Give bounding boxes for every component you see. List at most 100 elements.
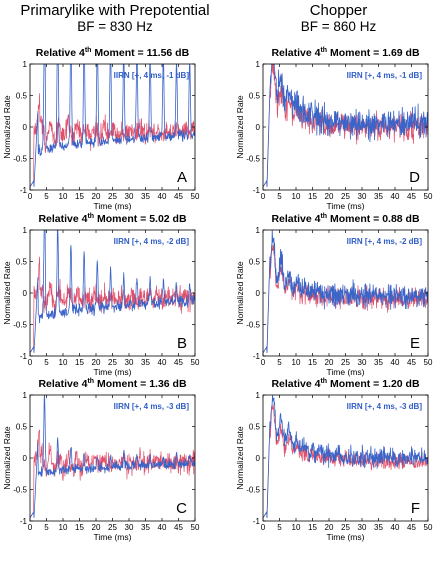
x-tick-label: 40 — [158, 192, 167, 201]
stimulus-label: IIRN [+, 4 ms, -1 dB] — [114, 71, 190, 80]
x-tick-label: 35 — [374, 358, 383, 367]
x-tick-label: 5 — [277, 192, 282, 201]
stimulus-label: IIRN [+, 4 ms, -2 dB] — [114, 237, 190, 246]
x-tick-label: 0 — [261, 358, 266, 367]
y-tick-label: -1 — [253, 352, 261, 361]
x-tick-label: 15 — [308, 523, 317, 532]
x-tick-label: 40 — [391, 523, 400, 532]
panel-D: Relative 4th Moment = 1.69 dB0 5 10 15 20 25 3… — [235, 47, 433, 211]
stimulus-label: IIRN [+, 4 ms, -2 dB] — [347, 237, 423, 246]
series-line-blue — [30, 395, 195, 519]
x-tick-label: 10 — [59, 523, 68, 532]
panel-title: Relative 4th Moment = 1.69 dB — [271, 47, 420, 59]
x-tick-label: 50 — [424, 192, 433, 201]
x-tick-label: 10 — [292, 523, 301, 532]
stimulus-label: IIRN [+, 4 ms, -3 dB] — [347, 402, 423, 411]
panel-letter: E — [410, 335, 420, 352]
x-tick-label: 40 — [158, 358, 167, 367]
x-tick-label: 15 — [75, 358, 84, 367]
y-axis-label: Normalized Rate — [2, 95, 12, 159]
x-tick-label: 25 — [341, 358, 350, 367]
x-tick-label: 20 — [325, 358, 334, 367]
series-line-blue — [30, 64, 195, 188]
y-tick-label: 1 — [256, 226, 261, 235]
x-tick-label: 35 — [374, 192, 383, 201]
x-tick-label: 40 — [391, 358, 400, 367]
x-axis-label: Time (ms) — [327, 532, 365, 542]
y-tick-label: -1 — [253, 517, 261, 526]
y-tick-label: -0.5 — [246, 155, 260, 164]
x-tick-label: 40 — [158, 523, 167, 532]
x-tick-label: 20 — [92, 358, 101, 367]
x-tick-label: 25 — [108, 523, 117, 532]
x-tick-label: 20 — [325, 523, 334, 532]
series-line-blue — [30, 230, 195, 354]
x-tick-label: 50 — [191, 192, 200, 201]
x-tick-label: 10 — [292, 192, 301, 201]
x-tick-label: 15 — [308, 358, 317, 367]
x-tick-label: 5 — [44, 523, 49, 532]
x-tick-label: 50 — [191, 523, 200, 532]
panel-title: Relative 4th Moment = 11.56 dB — [36, 47, 190, 59]
y-tick-label: 0 — [23, 289, 28, 298]
x-tick-label: 0 — [261, 523, 266, 532]
x-tick-label: 30 — [358, 192, 367, 201]
series-line-red — [30, 256, 195, 354]
y-axis-label: Normalized Rate — [235, 261, 245, 325]
x-tick-label: 45 — [174, 192, 183, 201]
panel-F: Relative 4th Moment = 1.20 dB0 5 10 15 20 25 3… — [235, 378, 433, 542]
x-tick-label: 5 — [44, 192, 49, 201]
y-tick-label: -0.5 — [13, 486, 27, 495]
x-tick-label: 40 — [391, 192, 400, 201]
series-line-red — [263, 404, 428, 519]
y-tick-label: -0.5 — [246, 321, 260, 330]
x-tick-label: 20 — [325, 192, 334, 201]
panel-B: Relative 4th Moment = 5.02 dB0 5 10 15 20 25 3… — [2, 213, 200, 377]
panel-title: Relative 4th Moment = 0.88 dB — [271, 213, 420, 225]
column-title-primarylike: Primarylike with Prepotential — [20, 2, 210, 19]
series-line-blue — [263, 64, 428, 188]
column-header-chopper: Chopper BF = 860 Hz — [230, 2, 447, 35]
x-tick-label: 30 — [125, 192, 134, 201]
series-line-blue — [263, 230, 428, 354]
y-tick-label: 0.5 — [16, 92, 28, 101]
axes-frame — [29, 229, 196, 357]
x-tick-label: 35 — [141, 523, 150, 532]
x-tick-label: 15 — [75, 192, 84, 201]
y-tick-label: 1 — [256, 391, 261, 400]
panel-C: Relative 4th Moment = 1.36 dB0 5 10 15 20 25 3… — [2, 378, 200, 542]
y-tick-label: -1 — [20, 517, 28, 526]
x-tick-label: 10 — [292, 358, 301, 367]
y-tick-label: 1 — [256, 60, 261, 69]
stimulus-label: IIRN [+, 4 ms, -3 dB] — [114, 402, 190, 411]
x-tick-label: 45 — [174, 523, 183, 532]
panel-E: Relative 4th Moment = 0.88 dB0 5 10 15 20 25 3… — [235, 213, 433, 377]
x-tick-label: 50 — [424, 523, 433, 532]
x-tick-label: 20 — [92, 192, 101, 201]
x-tick-label: 20 — [92, 523, 101, 532]
x-tick-label: 0 — [28, 192, 33, 201]
panel-title: Relative 4th Moment = 1.20 dB — [271, 378, 420, 390]
y-tick-label: 0 — [256, 454, 261, 463]
x-tick-label: 5 — [44, 358, 49, 367]
column-bf-chopper: BF = 860 Hz — [300, 19, 377, 34]
x-axis-label: Time (ms) — [94, 532, 132, 542]
x-tick-label: 45 — [407, 523, 416, 532]
x-tick-label: 30 — [125, 358, 134, 367]
x-tick-label: 50 — [191, 358, 200, 367]
x-tick-label: 10 — [59, 192, 68, 201]
y-tick-label: -1 — [253, 186, 261, 195]
x-axis-label: Time (ms) — [94, 201, 132, 211]
y-tick-label: -0.5 — [13, 321, 27, 330]
x-axis-label: Time (ms) — [327, 367, 365, 377]
x-tick-label: 45 — [174, 358, 183, 367]
x-tick-label: 45 — [407, 192, 416, 201]
panel-letter: C — [176, 500, 187, 517]
y-tick-label: 0.5 — [249, 423, 261, 432]
x-tick-label: 10 — [59, 358, 68, 367]
panel-letter: B — [177, 335, 187, 352]
y-tick-label: -0.5 — [13, 155, 27, 164]
x-tick-label: 5 — [277, 523, 282, 532]
x-tick-label: 0 — [28, 358, 33, 367]
